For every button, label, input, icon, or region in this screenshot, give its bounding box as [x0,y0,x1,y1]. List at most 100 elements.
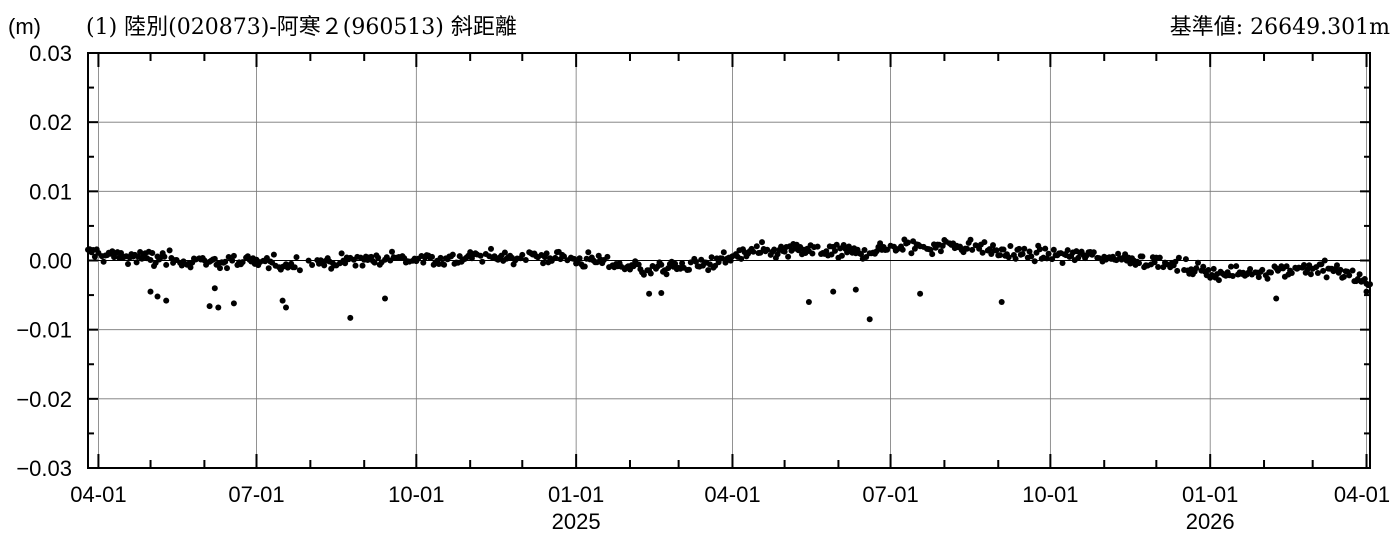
data-point [215,304,222,311]
data-points [85,236,1373,323]
data-point [291,264,298,271]
data-point [437,254,444,261]
data-point [1363,288,1370,295]
data-point [1323,274,1330,281]
data-point [382,295,388,302]
data-point [805,299,812,305]
x-tick-label: 07-01 [862,482,918,507]
data-point [540,260,547,267]
data-point [1195,259,1201,266]
x-tick-label: 04-01 [70,482,126,507]
data-point [1156,254,1163,261]
data-point [125,261,131,267]
data-point [1151,259,1158,266]
data-point [1045,250,1052,257]
data-point [937,248,944,255]
data-point [293,254,300,261]
data-point [230,300,237,307]
x-tick-label: 01-01 [1182,482,1238,507]
data-point [163,297,170,304]
axis-ticks [88,52,1370,469]
data-point [211,255,218,262]
data-point [1283,263,1290,270]
x-tick-label: 04-01 [1334,482,1390,507]
data-point [1337,266,1344,273]
data-point [296,267,303,274]
data-point [1205,267,1212,273]
data-point [1031,258,1038,265]
data-point [1193,265,1200,272]
data-point [1005,254,1012,261]
data-point [993,247,1000,254]
data-point [1228,263,1234,270]
x-tick-label: 01-01 [548,482,604,507]
data-point [1321,257,1328,264]
data-point [1059,260,1066,266]
data-point [1301,262,1307,268]
data-point [1028,253,1035,260]
data-point [1255,274,1262,281]
data-point [133,259,140,266]
data-point [990,242,996,249]
data-point [866,316,873,323]
data-point [929,251,936,258]
x-year-label: 2026 [1186,509,1235,534]
data-point [552,254,559,261]
data-point [576,255,583,262]
data-point [967,236,974,243]
data-point [585,249,592,256]
data-point [1021,245,1028,252]
data-point [1075,254,1082,261]
data-point [964,245,970,252]
data-point [420,259,427,266]
y-axis-unit-label: (m) [8,14,41,39]
data-point [753,243,760,250]
data-point [449,251,456,258]
data-point [309,262,316,268]
reference-value-label: 基準値: 26649.301m [1170,15,1390,40]
x-tick-label: 07-01 [228,482,284,507]
data-point [1340,273,1347,280]
data-point [501,249,508,256]
data-point [375,254,382,261]
chart-title: (1) 陸別(020873)-阿寒２(960513) 斜距離 [86,15,517,40]
data-point [764,246,771,253]
data-point [206,303,213,310]
y-tick-labels: 0.03 0.02 0.01 0.00 −0.01 −0.02 −0.03 [16,41,72,481]
data-point [750,248,757,255]
data-point [1026,248,1033,255]
data-point [635,261,642,268]
data-point [658,290,665,296]
data-point [1136,260,1142,267]
data-point [814,243,821,250]
x-tick-label: 04-01 [704,482,760,507]
data-point [908,250,915,257]
data-point [1233,263,1240,270]
data-point [283,304,289,311]
data-point [519,251,526,258]
data-point [738,255,745,262]
data-point [1043,255,1050,262]
y-tick-label: 0.00 [29,249,72,274]
data-point [211,285,218,292]
data-point [147,288,154,295]
data-point [998,299,1005,305]
data-point [1172,258,1179,265]
data-point [1090,249,1097,256]
data-point [838,252,845,259]
data-point [359,262,366,269]
data-point [986,246,993,253]
data-point [1334,262,1340,269]
data-point [239,259,246,266]
data-point [1036,246,1043,253]
data-point [832,247,838,254]
data-point [1264,275,1271,282]
data-point [338,250,345,257]
data-point [229,257,236,264]
x-year-label: 2025 [552,509,601,534]
data-point [904,239,911,246]
data-point [647,270,654,277]
data-point [861,247,868,253]
data-point [543,250,550,257]
data-point [279,297,286,304]
